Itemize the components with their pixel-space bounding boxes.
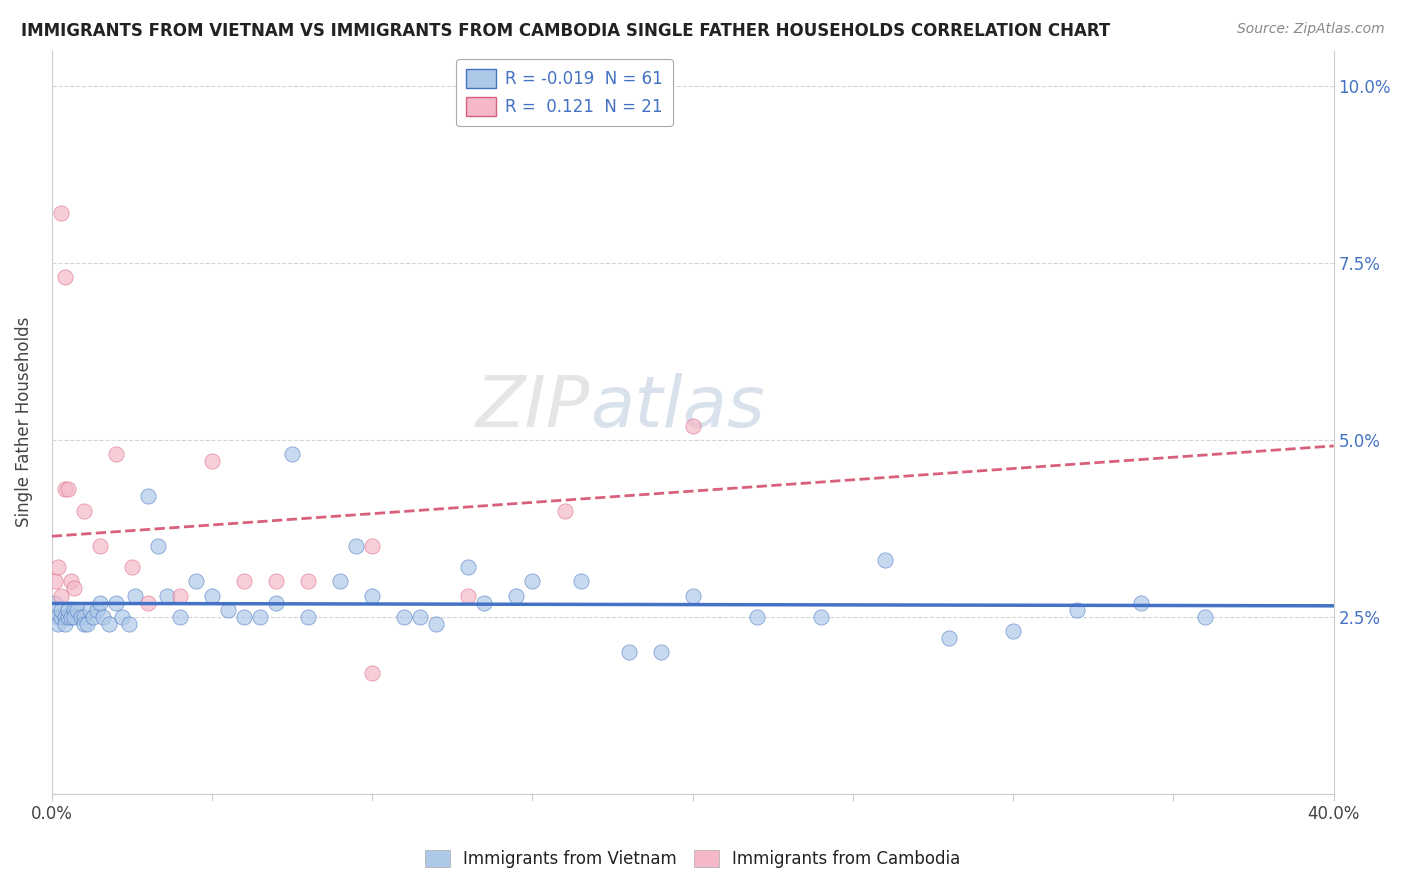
Point: [91, 609, 114, 624]
Point: [522, 574, 544, 589]
Point: [146, 539, 169, 553]
Point: [1066, 603, 1088, 617]
Point: [553, 503, 575, 517]
Point: [201, 454, 224, 468]
Point: [682, 418, 704, 433]
Point: [682, 589, 704, 603]
Point: [264, 596, 287, 610]
Point: [51, 206, 73, 220]
Point: [86, 603, 108, 617]
Point: [136, 490, 159, 504]
Point: [73, 609, 96, 624]
Point: [217, 603, 239, 617]
Point: [104, 596, 127, 610]
Point: [264, 574, 287, 589]
Point: [53, 616, 76, 631]
Point: [56, 609, 79, 624]
Text: ZIP: ZIP: [475, 373, 591, 442]
Point: [104, 447, 127, 461]
Point: [329, 574, 352, 589]
Point: [66, 603, 89, 617]
Point: [46, 560, 69, 574]
Point: [136, 596, 159, 610]
Point: [44, 574, 66, 589]
Point: [44, 596, 66, 610]
Point: [249, 609, 271, 624]
Point: [46, 616, 69, 631]
Point: [938, 631, 960, 645]
Point: [59, 574, 82, 589]
Point: [79, 603, 101, 617]
Text: atlas: atlas: [591, 373, 765, 442]
Point: [409, 609, 432, 624]
Point: [201, 589, 224, 603]
Point: [98, 616, 121, 631]
Point: [82, 609, 104, 624]
Point: [73, 616, 96, 631]
Point: [89, 596, 111, 610]
Point: [51, 589, 73, 603]
Point: [118, 616, 141, 631]
Point: [89, 539, 111, 553]
Point: [361, 539, 384, 553]
Point: [59, 609, 82, 624]
Point: [281, 447, 304, 461]
Point: [124, 589, 146, 603]
Point: [121, 560, 143, 574]
Point: [156, 589, 179, 603]
Point: [53, 483, 76, 497]
Point: [63, 582, 86, 596]
Point: [873, 553, 896, 567]
Point: [810, 609, 832, 624]
Point: [184, 574, 207, 589]
Point: [169, 589, 191, 603]
Point: [474, 596, 496, 610]
Point: [361, 666, 384, 681]
Point: [76, 616, 98, 631]
Point: [344, 539, 367, 553]
Point: [51, 603, 73, 617]
Point: [650, 645, 672, 659]
Point: [394, 609, 416, 624]
Point: [53, 270, 76, 285]
Point: [505, 589, 527, 603]
Point: [297, 609, 319, 624]
Point: [297, 574, 319, 589]
Point: [457, 560, 479, 574]
Point: [169, 609, 191, 624]
Point: [1194, 609, 1216, 624]
Point: [425, 616, 447, 631]
Point: [69, 609, 91, 624]
Point: [56, 603, 79, 617]
Point: [53, 609, 76, 624]
Legend: R = -0.019  N = 61, R =  0.121  N = 21: R = -0.019 N = 61, R = 0.121 N = 21: [457, 59, 672, 126]
Point: [233, 574, 256, 589]
Text: IMMIGRANTS FROM VIETNAM VS IMMIGRANTS FROM CAMBODIA SINGLE FATHER HOUSEHOLDS COR: IMMIGRANTS FROM VIETNAM VS IMMIGRANTS FR…: [21, 22, 1111, 40]
Point: [569, 574, 592, 589]
Point: [46, 609, 69, 624]
Point: [233, 609, 256, 624]
Point: [361, 589, 384, 603]
Point: [111, 609, 134, 624]
Point: [73, 503, 96, 517]
Point: [51, 609, 73, 624]
Text: Source: ZipAtlas.com: Source: ZipAtlas.com: [1237, 22, 1385, 37]
Point: [457, 589, 479, 603]
Point: [745, 609, 768, 624]
Point: [63, 609, 86, 624]
Point: [1130, 596, 1153, 610]
Point: [63, 603, 86, 617]
Point: [1002, 624, 1025, 638]
Point: [617, 645, 640, 659]
Point: [56, 483, 79, 497]
Y-axis label: Single Father Households: Single Father Households: [15, 317, 32, 527]
